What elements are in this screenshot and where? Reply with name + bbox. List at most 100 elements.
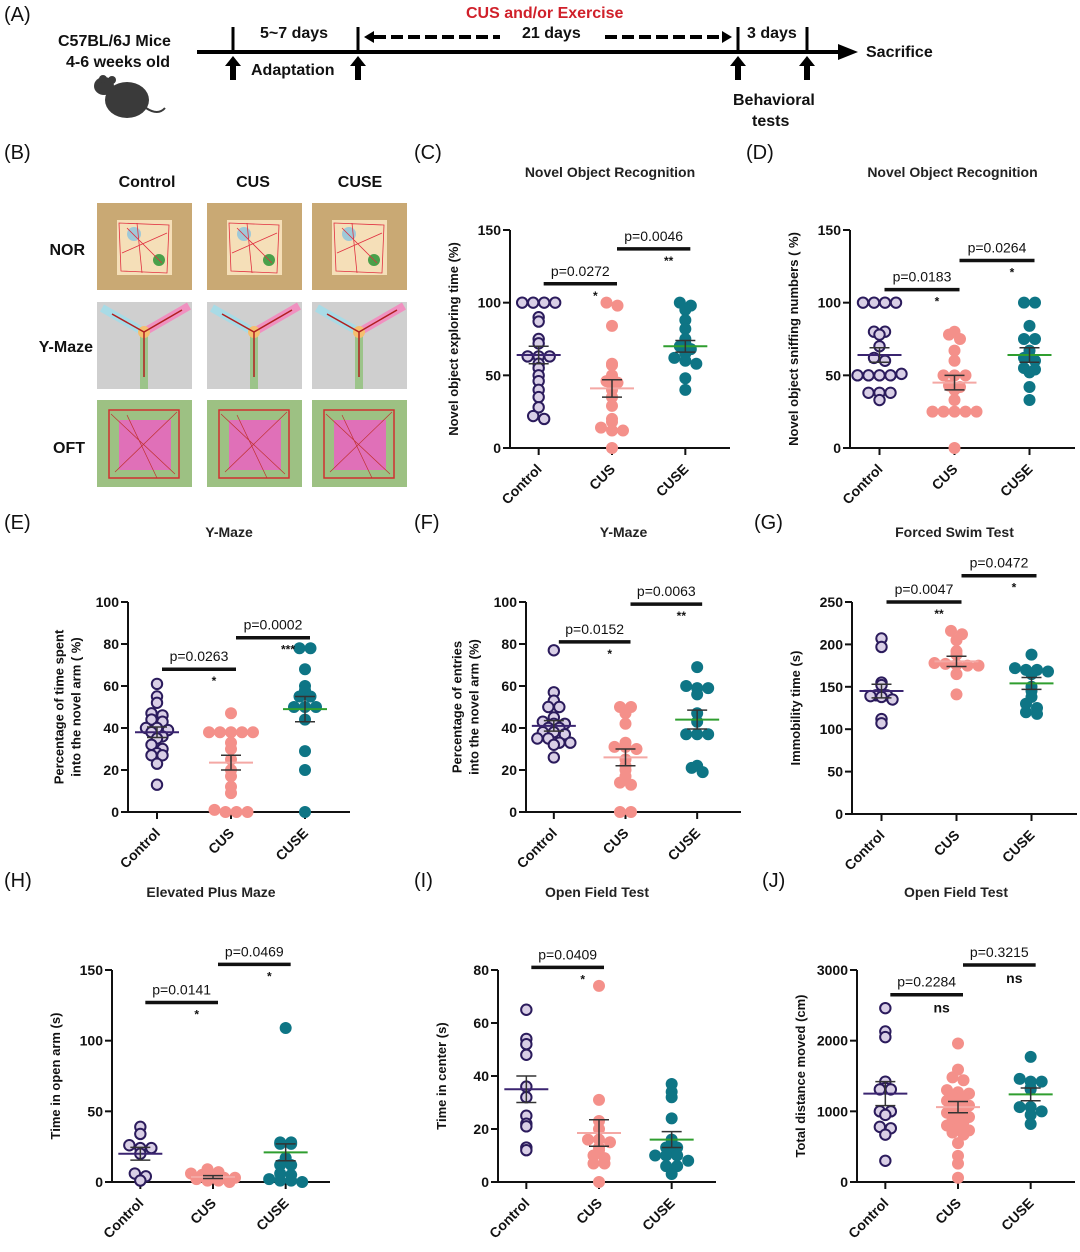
data-point-cus [948, 354, 961, 367]
data-point-cuse [649, 1149, 662, 1162]
y-tick-label: 100 [818, 295, 842, 311]
data-point-cuse [293, 642, 306, 655]
data-point-cus [617, 424, 629, 437]
panel-label-j: (J) [762, 870, 786, 892]
data-point-cuse [679, 383, 692, 396]
p-value-label: p=0.0063 [637, 583, 696, 599]
x-tick-label: Control [841, 827, 888, 874]
adaptation-label: Adaptation [251, 62, 335, 79]
data-point-cus [625, 806, 637, 818]
data-point-cus [241, 806, 254, 818]
column-header-control: Control [118, 174, 176, 191]
data-point-cuse [682, 1154, 695, 1167]
p-value-label: p=0.0152 [565, 621, 624, 637]
significance-marker: * [1010, 266, 1015, 280]
sem-errorbar [221, 754, 241, 771]
y-tick-label: 100 [820, 721, 844, 737]
data-point-cus [928, 657, 941, 670]
significance-marker: ** [677, 609, 687, 623]
data-point-control [879, 1128, 892, 1141]
arrow-up-icon [730, 56, 746, 80]
y-tick-label: 0 [509, 804, 517, 820]
chart-svg-e: Y-Maze 0 20 40 60 80 100 Percentage of time spe… [52, 524, 350, 872]
significance-marker: * [194, 1008, 199, 1022]
data-point-control [520, 1144, 533, 1157]
x-tick-label: CUSE [639, 1195, 678, 1234]
data-point-control [537, 412, 551, 426]
data-point-control [547, 751, 561, 764]
y-tick-label: 0 [111, 804, 119, 820]
data-point-control [889, 296, 903, 309]
significance-marker: * [267, 969, 272, 983]
x-tick-label: Control [498, 461, 545, 508]
data-point-cuse [1009, 662, 1021, 675]
data-point-control [884, 369, 897, 382]
data-point-control [879, 1108, 892, 1122]
tests-label-1: Behavioral [733, 92, 815, 109]
x-tick-label: CUSE [998, 1195, 1037, 1234]
data-point-cus [606, 442, 618, 454]
data-point-cuse [690, 357, 703, 370]
data-point-cus [946, 1126, 959, 1139]
chart-svg-i: Open Field Test 0 20 40 60 80 Time in center (… [434, 884, 716, 1241]
data-point-cus [939, 657, 952, 670]
sacrifice-label: Sacrifice [866, 44, 933, 61]
data-point-cus [972, 659, 985, 672]
chart-title: Forced Swim Test [895, 524, 1014, 540]
data-point-cuse [679, 372, 692, 385]
dashed-arrow-right [605, 31, 732, 43]
chart-svg-f: Y-Maze 0 20 40 60 80 100 Percentage of entries i… [450, 524, 741, 871]
y-tick-label: 150 [80, 962, 104, 978]
data-point-cuse [1025, 648, 1038, 661]
data-point-control [537, 296, 551, 309]
data-point-cuse [1029, 354, 1041, 367]
chart-open-field-distance: Open Field Test 0 1000 2000 3000 Total distan… [740, 870, 1080, 1252]
sem-errorbar [661, 1130, 682, 1149]
subject-strain: C57BL/6J Mice [58, 33, 171, 50]
chart-svg-h: Elevated Plus Maze 0 50 100 150 Time in open … [48, 884, 330, 1241]
data-point-control [873, 369, 886, 382]
significance-marker: ** [664, 254, 674, 268]
row-label-nor: NOR [49, 242, 85, 259]
data-point-cuse [285, 1174, 298, 1187]
data-point-cus [606, 319, 618, 332]
chart-title: Y-Maze [205, 524, 253, 540]
data-point-cus [219, 806, 232, 818]
y-tick-label: 40 [501, 720, 517, 736]
data-point-cuse [702, 728, 715, 741]
x-tick-label: Control [117, 825, 164, 872]
data-point-cuse [299, 764, 311, 776]
y-tick-label: 60 [473, 1015, 489, 1031]
data-point-cuse [668, 351, 681, 364]
data-point-cuse [685, 761, 698, 774]
tests-label-2: tests [752, 113, 790, 130]
mouse-icon [94, 75, 166, 118]
y-tick-label: 0 [493, 440, 501, 456]
x-tick-label: CUS [573, 1195, 605, 1227]
y-axis-label: Time in open arm (s) [48, 1013, 63, 1140]
data-point-cuse [1013, 1101, 1026, 1114]
data-point-control [150, 778, 164, 791]
data-point-cus [208, 803, 221, 816]
significance-marker: ns [1006, 970, 1023, 986]
data-point-cuse [299, 745, 311, 758]
data-point-cus [223, 1176, 236, 1188]
y-tick-label: 40 [473, 1068, 489, 1084]
data-point-cus [593, 1176, 605, 1188]
data-point-control [851, 369, 864, 382]
p-value-label: p=0.0472 [970, 555, 1029, 571]
sem-errorbar [130, 1146, 151, 1161]
data-point-cuse [679, 314, 692, 327]
data-point-cuse [1029, 296, 1041, 309]
y-tick-label: 150 [820, 679, 844, 695]
chart-svg-c: Novel Object Recognition 0 50 100 150 Novel o… [446, 164, 730, 508]
y-tick-label: 50 [827, 764, 843, 780]
data-point-cuse [1035, 1105, 1048, 1118]
data-point-cus [619, 740, 632, 753]
timeline-arrowhead [838, 44, 858, 60]
panel-label-a: (A) [4, 4, 31, 26]
chart-ymaze-entries: Y-Maze 0 20 40 60 80 100 Percentage of entries i… [400, 510, 741, 875]
sem-errorbar [946, 655, 967, 668]
significance-marker: ns [933, 1000, 950, 1016]
p-value-label: p=0.0002 [244, 617, 303, 633]
